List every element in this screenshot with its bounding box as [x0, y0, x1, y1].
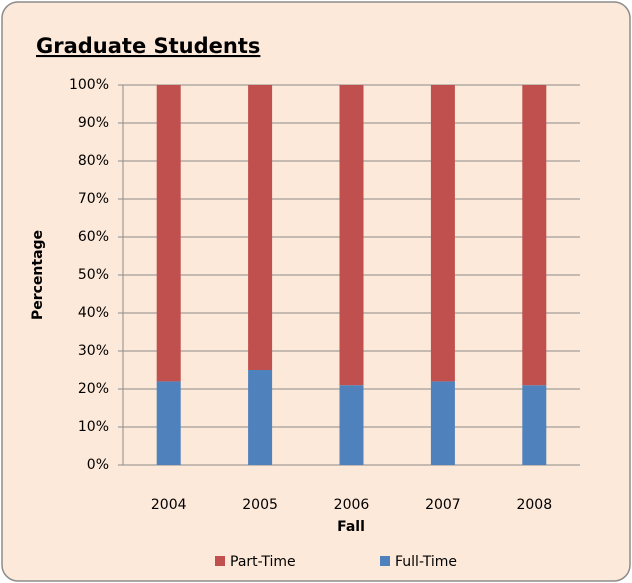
y-tick-label: 90%	[78, 115, 109, 131]
legend-label: Full-Time	[395, 554, 457, 570]
y-tick-label: 0%	[87, 457, 109, 473]
chart-title: Graduate Students	[36, 34, 260, 58]
legend-swatch	[380, 556, 390, 566]
legend-swatch	[215, 556, 225, 566]
bar-segment	[430, 381, 455, 465]
y-tick-label: 40%	[78, 305, 109, 321]
bar-segment	[522, 385, 547, 465]
x-tick-label: 2004	[151, 497, 187, 513]
bar-segment	[248, 85, 273, 370]
x-tick-label: 2008	[516, 497, 552, 513]
x-tick-label: 2007	[425, 497, 461, 513]
bar-segment	[522, 85, 547, 386]
bar-segment	[156, 85, 181, 382]
bar-segment	[248, 370, 273, 465]
bar-segment	[156, 381, 181, 465]
y-tick-label: 30%	[78, 343, 109, 359]
legend-label: Part-Time	[230, 554, 296, 570]
y-axis-label: Percentage	[30, 230, 46, 320]
y-tick-label: 60%	[78, 229, 109, 245]
x-axis-label: Fall	[337, 519, 365, 535]
y-tick-label: 100%	[69, 77, 109, 93]
x-tick-label: 2005	[242, 497, 278, 513]
bar-segment	[339, 85, 364, 386]
y-tick-label: 50%	[78, 267, 109, 283]
y-tick-label: 20%	[78, 381, 109, 397]
y-tick-label: 10%	[78, 419, 109, 435]
bar-segment	[339, 385, 364, 465]
x-tick-label: 2006	[334, 497, 370, 513]
y-tick-label: 70%	[78, 191, 109, 207]
y-tick-label: 80%	[78, 153, 109, 169]
bar-segment	[430, 85, 455, 382]
